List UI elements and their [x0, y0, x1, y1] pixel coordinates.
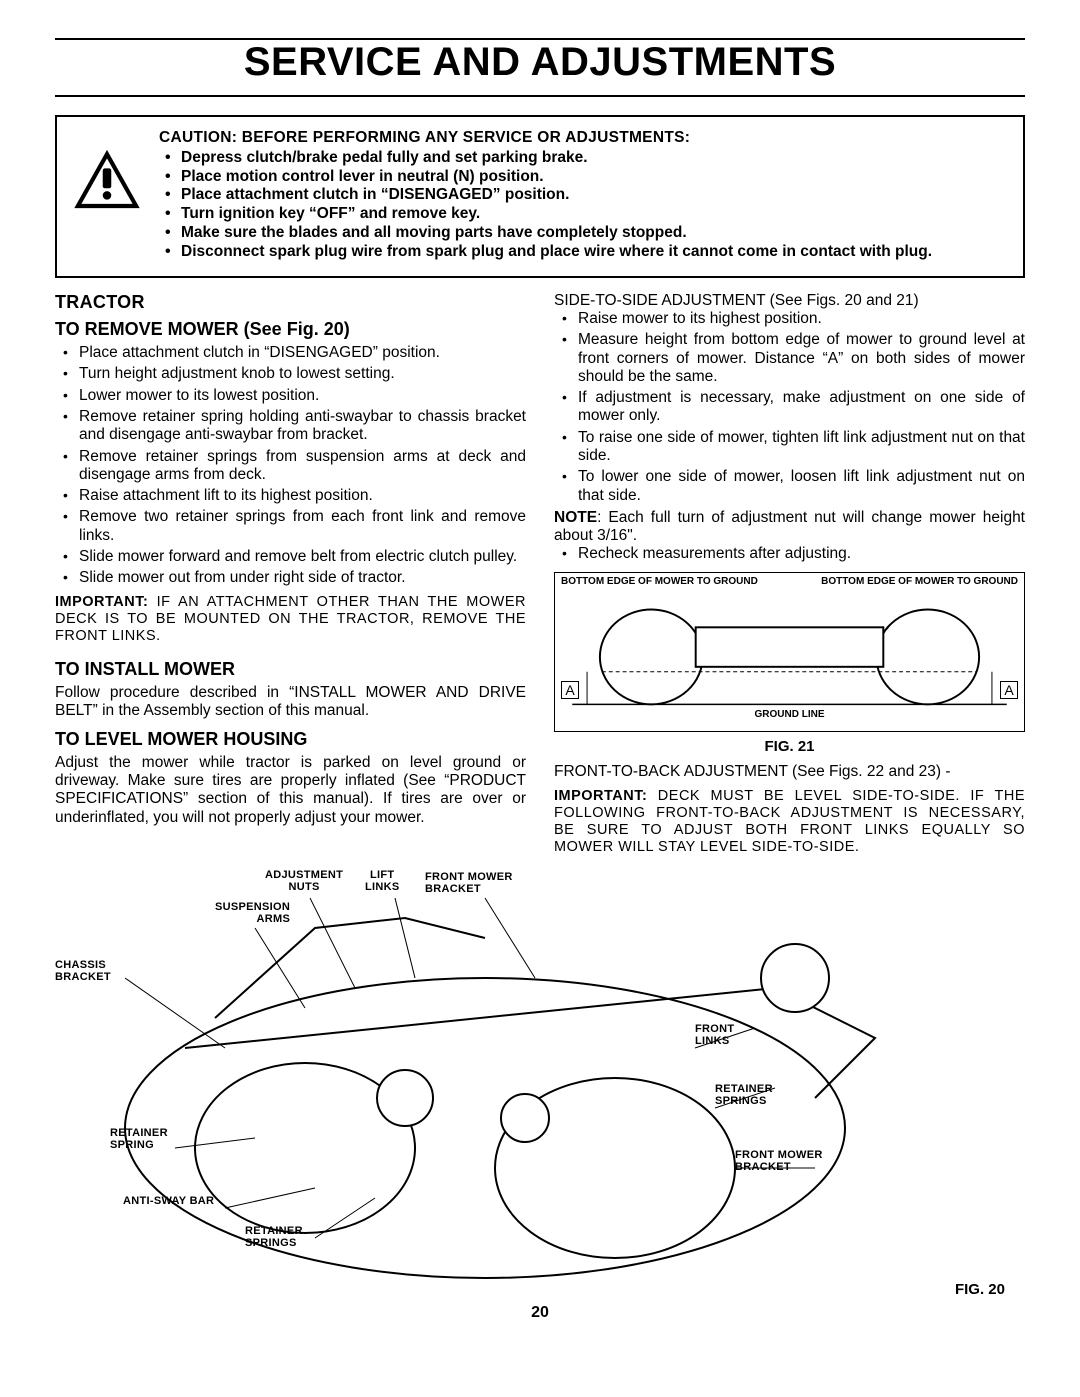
callout-front-mower-bracket-right: FRONT MOWER BRACKET	[735, 1150, 823, 1173]
fig21-a-left: A	[561, 681, 579, 699]
list-item: Raise attachment lift to its highest pos…	[55, 487, 526, 505]
note-text: : Each full turn of adjustment nut will …	[554, 509, 1025, 544]
right-column: SIDE-TO-SIDE ADJUSTMENT (See Figs. 20 an…	[554, 292, 1025, 856]
list-item: If adjustment is necessary, make adjustm…	[554, 389, 1025, 426]
callout-adjustment-nuts: ADJUSTMENT NUTS	[265, 870, 343, 893]
list-item: Remove retainer spring holding anti-sway…	[55, 408, 526, 445]
list-item: Lower mower to its lowest position.	[55, 387, 526, 405]
list-item: Slide mower out from under right side of…	[55, 569, 526, 587]
list-item: Measure height from bottom edge of mower…	[554, 331, 1025, 386]
fig21-ground-line: GROUND LINE	[755, 709, 825, 721]
caution-item: Depress clutch/brake pedal fully and set…	[159, 149, 1009, 167]
side-adjust-list: Raise mower to its highest position. Mea…	[554, 310, 1025, 505]
tractor-heading: TRACTOR	[55, 292, 526, 313]
callout-chassis-bracket: CHASSIS BRACKET	[55, 960, 111, 983]
caution-item: Place motion control lever in neutral (N…	[159, 168, 1009, 186]
list-item: To raise one side of mower, tighten lift…	[554, 429, 1025, 466]
important-note-2: IMPORTANT: DECK MUST BE LEVEL SIDE-TO-SI…	[554, 788, 1025, 856]
callout-retainer-springs-bottom: RETAINER SPRINGS	[245, 1226, 303, 1249]
list-item: Remove two retainer springs from each fr…	[55, 508, 526, 545]
callout-anti-sway-bar: ANTI-SWAY BAR	[123, 1196, 214, 1208]
important-note: IMPORTANT: IF AN ATTACHMENT OTHER THAN T…	[55, 594, 526, 645]
callout-retainer-springs-right: RETAINER SPRINGS	[715, 1084, 773, 1107]
callout-lift-links: LIFT LINKS	[365, 870, 400, 893]
list-item: To lower one side of mower, loosen lift …	[554, 468, 1025, 505]
level-mower-text: Adjust the mower while tractor is parked…	[55, 754, 526, 827]
front-adjust-heading: FRONT-TO-BACK ADJUSTMENT (See Figs. 22 a…	[554, 763, 1025, 781]
page-title: SERVICE AND ADJUSTMENTS	[55, 40, 1025, 85]
caution-header: CAUTION: BEFORE PERFORMING ANY SERVICE O…	[159, 129, 1009, 147]
callout-retainer-spring-left: RETAINER SPRING	[110, 1128, 168, 1151]
list-item: Turn height adjustment knob to lowest se…	[55, 365, 526, 383]
remove-mower-list: Place attachment clutch in “DISENGAGED” …	[55, 344, 526, 587]
figure-21: BOTTOM EDGE OF MOWER TO GROUND BOTTOM ED…	[554, 572, 1025, 756]
fig21-caption: FIG. 21	[554, 738, 1025, 756]
callout-front-links: FRONT LINKS	[695, 1024, 734, 1047]
left-column: TRACTOR TO REMOVE MOWER (See Fig. 20) Pl…	[55, 292, 526, 856]
callout-front-mower-bracket-top: FRONT MOWER BRACKET	[425, 872, 513, 895]
callout-suspension-arms: SUSPENSION ARMS	[215, 902, 290, 925]
list-item: Place attachment clutch in “DISENGAGED” …	[55, 344, 526, 362]
page-number: 20	[55, 1304, 1025, 1322]
install-mower-heading: TO INSTALL MOWER	[55, 659, 526, 680]
caution-item: Make sure the blades and all moving part…	[159, 224, 1009, 242]
level-mower-heading: TO LEVEL MOWER HOUSING	[55, 729, 526, 750]
list-item: Slide mower forward and remove belt from…	[55, 548, 526, 566]
important-label: IMPORTANT:	[55, 594, 148, 610]
list-item: Raise mower to its highest position.	[554, 310, 1025, 328]
caution-box: CAUTION: BEFORE PERFORMING ANY SERVICE O…	[55, 115, 1025, 278]
figure-20: ADJUSTMENT NUTS LIFT LINKS FRONT MOWER B…	[55, 868, 1025, 1298]
warning-icon	[71, 147, 143, 211]
note: NOTE: Each full turn of adjustment nut w…	[554, 509, 1025, 546]
important-label-2: IMPORTANT:	[554, 788, 647, 804]
list-item: Remove retainer springs from suspension …	[55, 448, 526, 485]
fig20-caption: FIG. 20	[955, 1281, 1005, 1298]
list-item: Recheck measurements after adjusting.	[554, 545, 1025, 563]
install-mower-text: Follow procedure described in “INSTALL M…	[55, 684, 526, 721]
note-label: NOTE	[554, 509, 597, 526]
remove-mower-heading: TO REMOVE MOWER (See Fig. 20)	[55, 319, 526, 340]
caution-item: Place attachment clutch in “DISENGAGED” …	[159, 186, 1009, 204]
caution-item: Turn ignition key “OFF” and remove key.	[159, 205, 1009, 223]
caution-item: Disconnect spark plug wire from spark pl…	[159, 243, 1009, 261]
fig21-a-right: A	[1000, 681, 1018, 699]
side-adjust-heading: SIDE-TO-SIDE ADJUSTMENT (See Figs. 20 an…	[554, 292, 1025, 310]
caution-list: Depress clutch/brake pedal fully and set…	[159, 149, 1009, 261]
recheck-list: Recheck measurements after adjusting.	[554, 545, 1025, 563]
